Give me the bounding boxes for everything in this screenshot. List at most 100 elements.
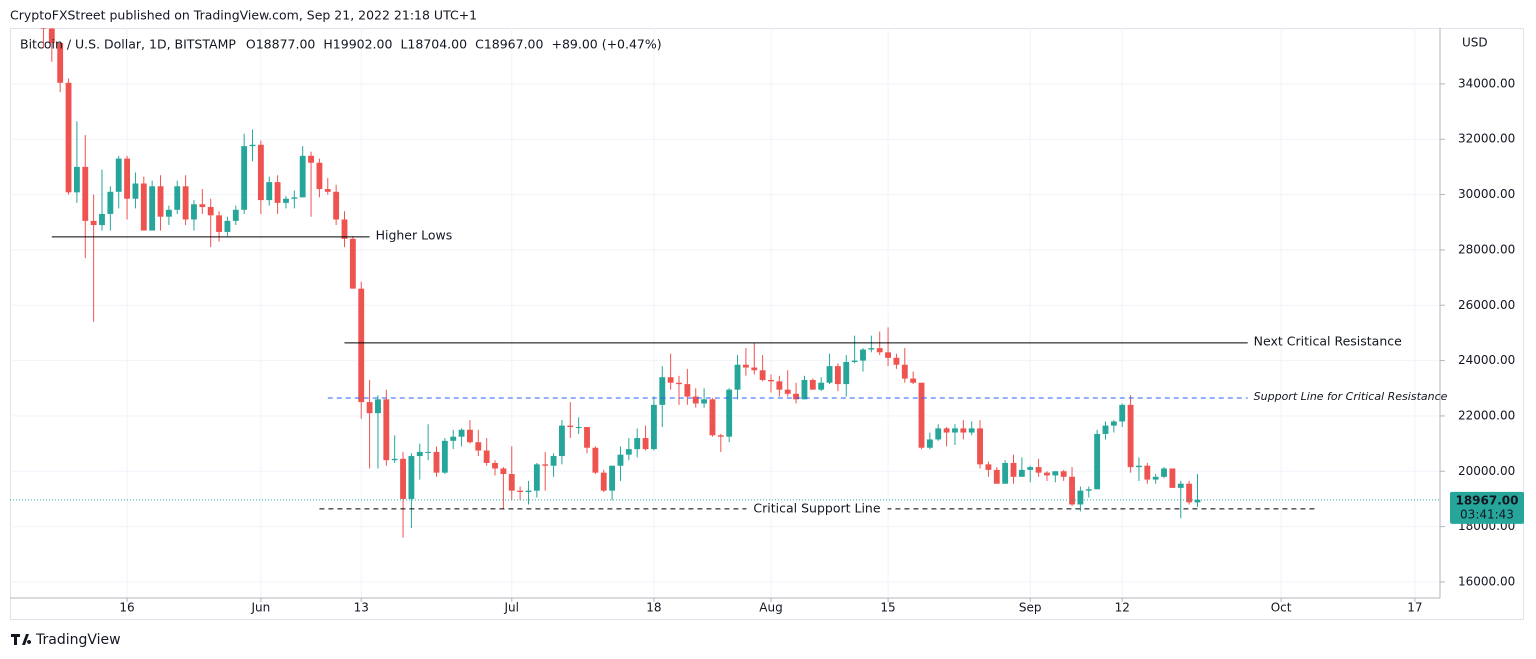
candle-body <box>1144 465 1151 480</box>
legend-key: H <box>323 37 332 52</box>
candle-body <box>525 490 532 493</box>
candle-body <box>441 440 448 473</box>
candle-body <box>207 207 214 216</box>
candle-body <box>550 456 557 466</box>
x-tick-label: 16 <box>119 601 134 615</box>
candle-body <box>274 182 281 203</box>
candle-body <box>742 364 749 368</box>
candle-body <box>926 439 933 448</box>
candle-body <box>634 438 641 450</box>
candle-body <box>517 490 524 493</box>
candle-body <box>960 428 967 433</box>
candle-body <box>734 364 741 390</box>
candle-body <box>901 364 908 379</box>
candle-body <box>82 166 89 221</box>
candle-body <box>433 451 440 473</box>
candle-body <box>341 219 348 239</box>
candle-body <box>375 399 381 414</box>
x-tick-label: Aug <box>759 601 782 615</box>
candle-body <box>776 381 783 390</box>
candle-body <box>1027 467 1034 470</box>
candle-body <box>324 189 331 192</box>
legend-key: O <box>246 37 256 52</box>
candle-body <box>968 428 975 433</box>
candle-body <box>600 472 607 491</box>
candle-body <box>1186 483 1193 503</box>
candle-body <box>709 399 716 436</box>
candle-body <box>1110 421 1117 426</box>
candle-body <box>567 425 574 427</box>
frame <box>10 28 1524 620</box>
candle-body <box>910 378 917 383</box>
candle-body <box>993 469 1000 484</box>
x-tick-label: Sep <box>1019 601 1042 615</box>
candle-body <box>1010 462 1017 477</box>
candle-body <box>500 468 507 475</box>
candle-body <box>174 186 181 210</box>
candle-body <box>450 436 457 441</box>
last-price-label: 18967.00 <box>1455 493 1518 507</box>
candle-body <box>266 182 273 201</box>
candle-body <box>416 451 423 457</box>
candle-body <box>860 349 866 361</box>
header: CryptoFXStreet published on TradingView.… <box>10 8 477 23</box>
candle-body <box>400 458 406 499</box>
candle-body <box>1152 476 1159 480</box>
symbol: Bitcoin / U.S. Dollar, 1D, BITSTAMP <box>20 37 236 52</box>
candle-body <box>291 197 298 199</box>
candle-body <box>90 220 97 226</box>
candle-body <box>935 428 942 440</box>
candle-body <box>408 456 415 499</box>
candle-body <box>801 379 808 400</box>
candle-body <box>701 399 708 404</box>
y-tick-label: 28000.00 <box>1458 242 1515 256</box>
candle-body <box>676 382 682 385</box>
candle-body <box>257 144 264 201</box>
candle-body <box>768 379 774 382</box>
candle-body <box>1194 499 1201 503</box>
candle-body <box>115 158 122 192</box>
y-tick-label: 22000.00 <box>1458 408 1515 422</box>
candle-body <box>216 215 222 232</box>
candle-body <box>751 367 758 371</box>
candle-body <box>759 370 766 380</box>
annotation-label: Support Line for Critical Resistance <box>1254 390 1448 403</box>
candle-body <box>333 191 340 220</box>
candle-body <box>818 382 825 390</box>
candle-body <box>232 209 239 221</box>
candle-body <box>784 389 791 394</box>
legend-value: 19902.00 <box>333 37 393 52</box>
candle-body <box>124 158 131 199</box>
candle-body <box>283 198 289 203</box>
annotation-label: Higher Lows <box>376 227 453 242</box>
legend-key: L <box>400 37 407 52</box>
x-tick-label: 15 <box>880 601 895 615</box>
candle-body <box>182 186 189 220</box>
candle-body <box>224 220 231 232</box>
candle-body <box>99 213 105 226</box>
candle-body <box>1094 433 1101 490</box>
candle-body <box>985 464 992 470</box>
candle-body <box>1069 476 1075 505</box>
candle-body <box>249 144 256 147</box>
candle-body <box>977 428 983 465</box>
candle-body <box>843 361 850 385</box>
candle-body <box>157 186 164 217</box>
candle-body <box>717 435 724 437</box>
countdown: 03:41:43 <box>1460 507 1514 521</box>
candle-body <box>868 348 875 350</box>
y-tick-label: 20000.00 <box>1458 464 1515 478</box>
candle-body <box>625 449 632 455</box>
candle-body <box>508 474 515 491</box>
legend-value: 18877.00 <box>256 37 316 52</box>
candle-body <box>1177 483 1184 488</box>
candle-body <box>659 377 666 405</box>
x-tick-label: 18 <box>646 601 661 615</box>
candle-body <box>199 204 206 208</box>
candle-body <box>584 427 590 448</box>
candle-body <box>533 464 540 491</box>
candle-body <box>475 442 482 451</box>
annotation-label: Next Critical Resistance <box>1254 333 1402 348</box>
tv-logo <box>11 634 32 645</box>
